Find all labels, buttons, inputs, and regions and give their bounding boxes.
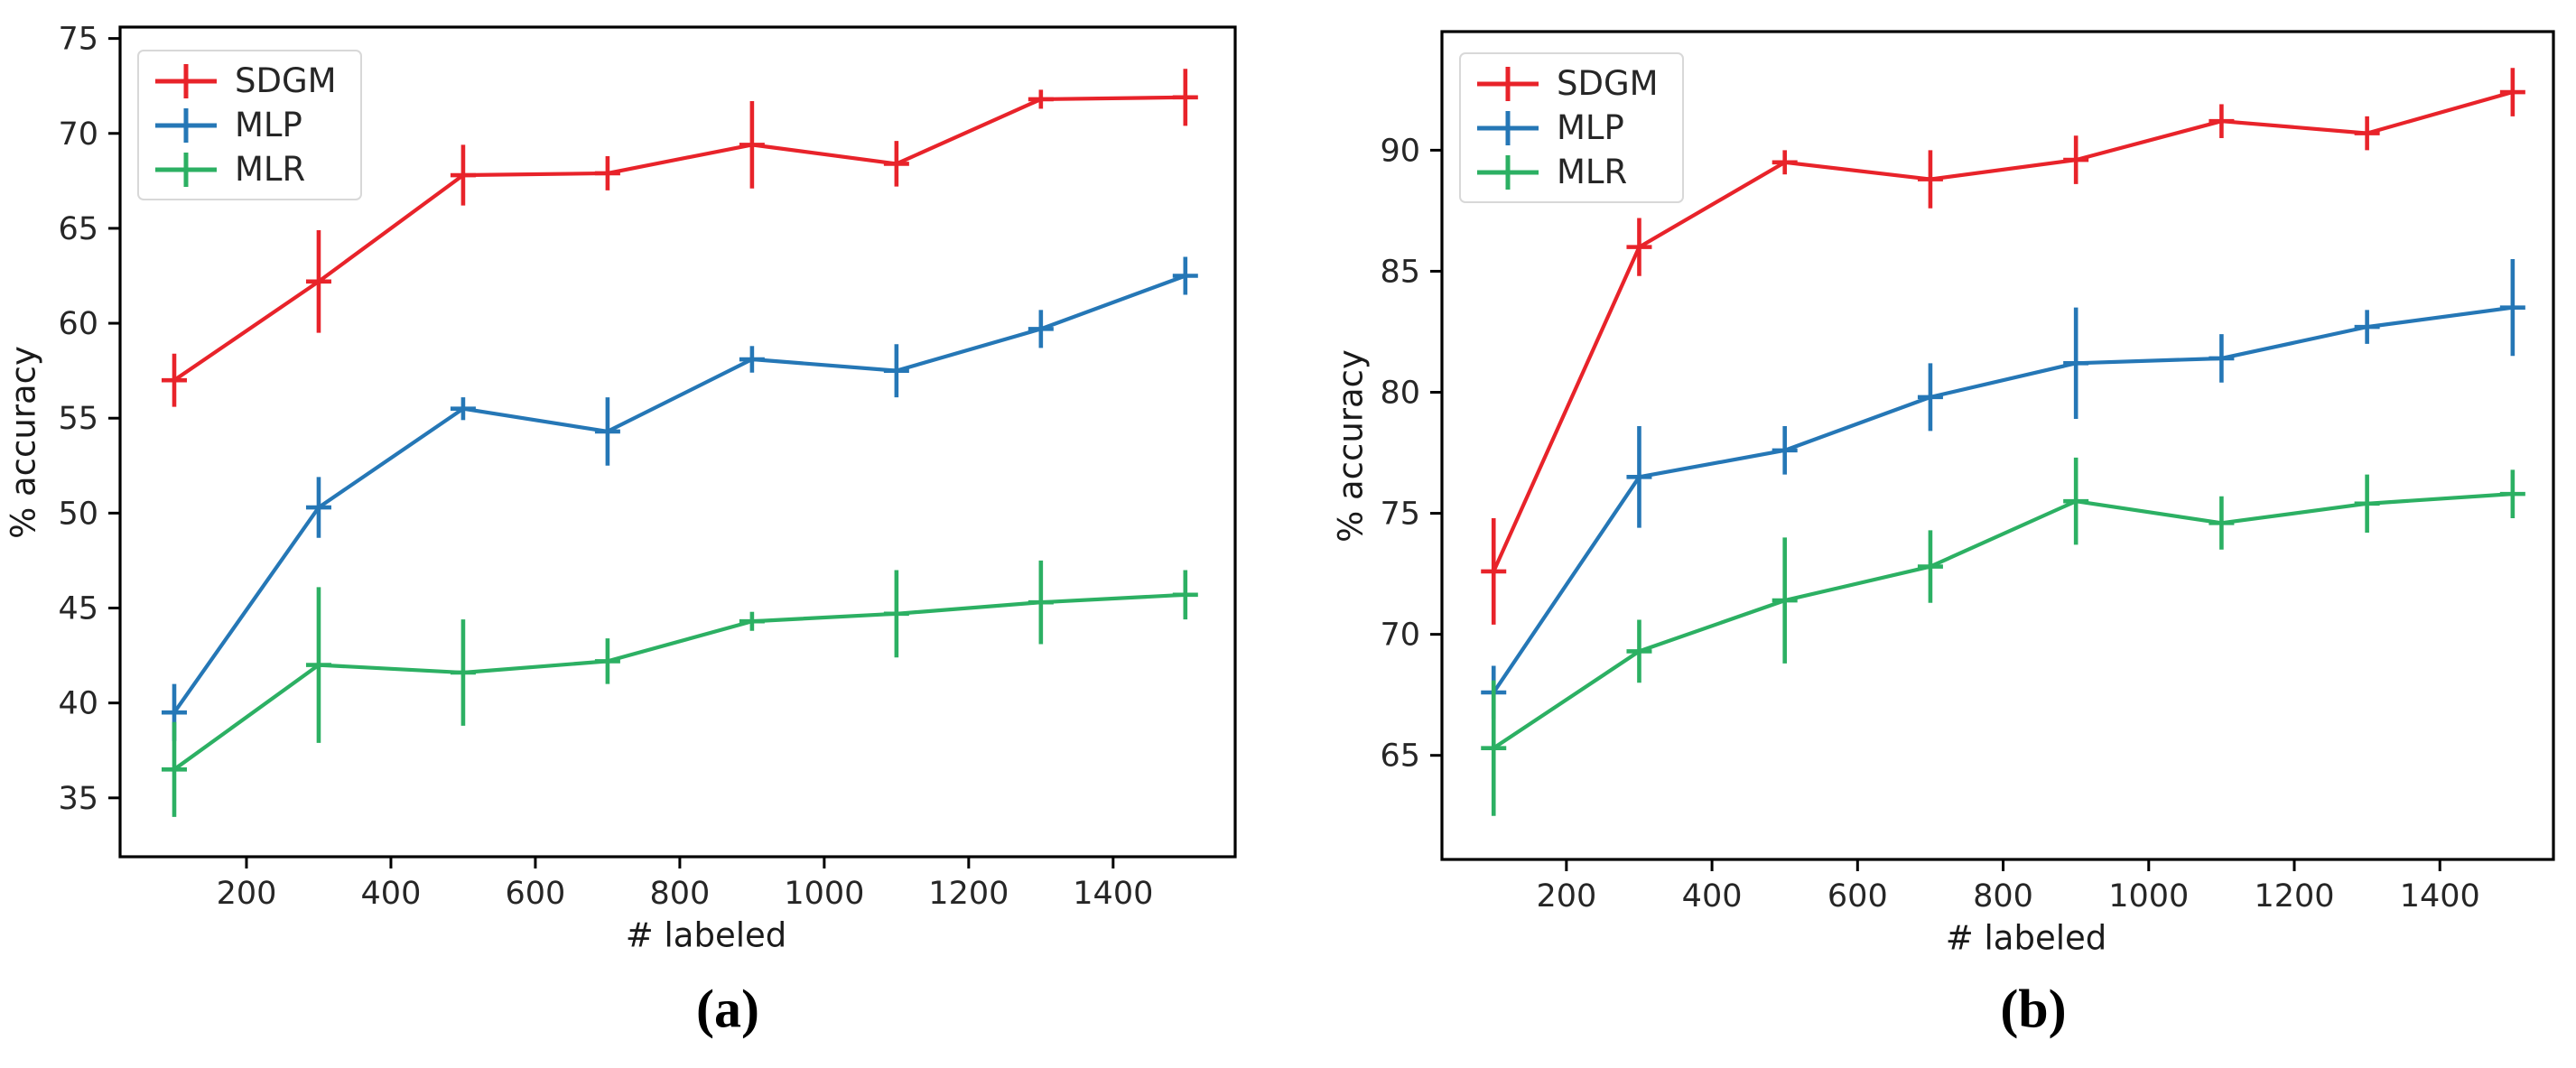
y-tick-label: 50 bbox=[58, 496, 98, 532]
legend-item-SDGM: SDGM bbox=[152, 59, 337, 103]
x-tick-label: 400 bbox=[361, 876, 422, 912]
x-tick-label: 600 bbox=[506, 876, 566, 912]
y-tick-label: 80 bbox=[1380, 376, 1420, 412]
legend-label: SDGM bbox=[1557, 64, 1659, 103]
y-tick-label: 70 bbox=[58, 116, 98, 153]
x-tick-label: 1200 bbox=[2254, 878, 2334, 915]
legend-item-MLR: MLR bbox=[1474, 150, 1659, 194]
x-tick-label: 1400 bbox=[2400, 878, 2480, 915]
x-tick-label: 800 bbox=[1973, 878, 2033, 915]
series-line-MLR bbox=[172, 592, 1186, 771]
y-tick-label: 65 bbox=[58, 211, 98, 247]
y-tick-label: 85 bbox=[1380, 254, 1420, 290]
errorbar-marker-icon bbox=[1477, 154, 1539, 190]
x-tick-label: 1000 bbox=[2108, 878, 2189, 915]
y-tick-label: 70 bbox=[1380, 618, 1420, 654]
legend-label: MLP bbox=[235, 106, 302, 144]
caption-a: (a) bbox=[696, 979, 759, 1039]
y-tick-label: 90 bbox=[1380, 133, 1420, 169]
errorbar-marker-icon bbox=[155, 152, 217, 187]
y-tick-label: 65 bbox=[1380, 738, 1420, 775]
legend-item-SDGM: SDGM bbox=[1474, 61, 1659, 106]
legend-item-MLP: MLP bbox=[152, 103, 337, 147]
errorbar-marker-icon bbox=[1477, 110, 1539, 145]
legend-b: SDGM MLP MLR bbox=[1459, 52, 1684, 203]
errorbar-marker-icon bbox=[155, 107, 217, 143]
series-line-MLR bbox=[1493, 492, 2513, 750]
legend-item-MLP: MLP bbox=[1474, 106, 1659, 150]
y-axis-label-b: % accuracy bbox=[1331, 349, 1371, 543]
x-tick-label: 400 bbox=[1682, 878, 1743, 915]
axes-box-b bbox=[1440, 30, 2555, 861]
x-tick-label: 1000 bbox=[784, 876, 864, 912]
x-tick-label: 1400 bbox=[1073, 876, 1153, 912]
x-axis-label-a: # labeled bbox=[625, 915, 787, 955]
y-tick-label: 40 bbox=[58, 686, 98, 722]
x-tick-label: 600 bbox=[1827, 878, 1888, 915]
series-line-MLP bbox=[172, 274, 1186, 714]
x-axis-label-b: # labeled bbox=[1945, 918, 2107, 958]
x-tick-label: 200 bbox=[217, 876, 277, 912]
caption-b: (b) bbox=[2000, 979, 2067, 1039]
y-tick-label: 45 bbox=[58, 591, 98, 627]
errorbar-marker-icon bbox=[1477, 66, 1539, 101]
y-tick-label: 35 bbox=[58, 781, 98, 817]
legend-a: SDGM MLP MLR bbox=[137, 50, 362, 200]
y-tick-label: 60 bbox=[58, 306, 98, 342]
legend-item-MLR: MLR bbox=[152, 147, 337, 191]
y-tick-label: 75 bbox=[1380, 497, 1420, 533]
x-tick-label: 800 bbox=[649, 876, 710, 912]
legend-label: MLR bbox=[235, 150, 306, 189]
y-tick-label: 75 bbox=[58, 22, 98, 58]
series-line-MLP bbox=[1492, 305, 2514, 694]
series-line-SDGM bbox=[1492, 90, 2514, 572]
errorbar-marker-icon bbox=[155, 63, 217, 98]
legend-label: MLR bbox=[1557, 153, 1628, 191]
y-tick-label: 55 bbox=[58, 401, 98, 437]
x-tick-label: 1200 bbox=[928, 876, 1009, 912]
series-line-SDGM bbox=[172, 95, 1186, 382]
x-tick-label: 200 bbox=[1536, 878, 1596, 915]
axes-box-a bbox=[118, 25, 1237, 859]
legend-label: SDGM bbox=[235, 61, 337, 100]
y-axis-label-a: % accuracy bbox=[4, 346, 43, 539]
legend-label: MLP bbox=[1557, 108, 1624, 147]
